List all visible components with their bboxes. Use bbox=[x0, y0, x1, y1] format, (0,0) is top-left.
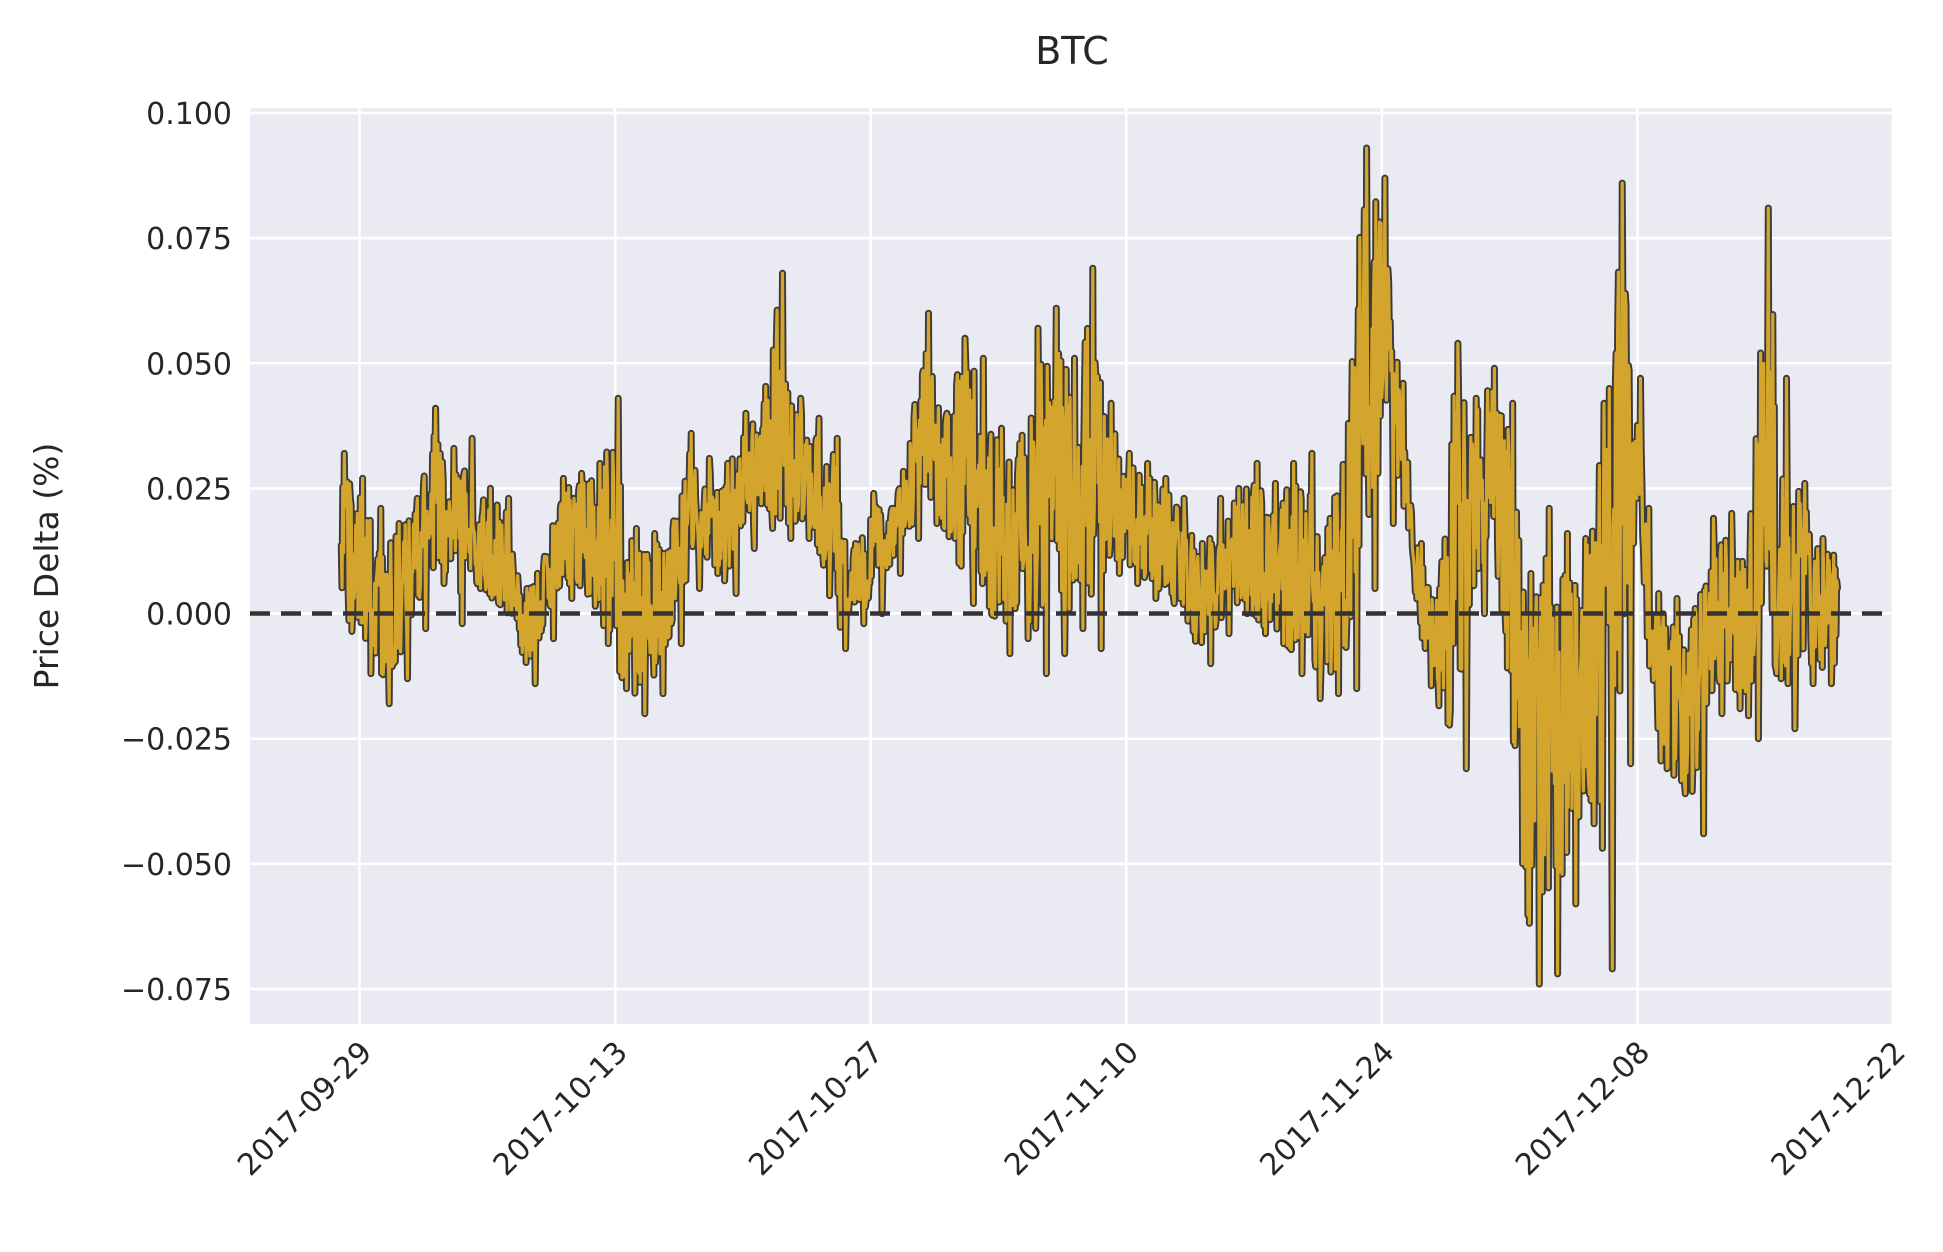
y-tick-labels: 0.100 0.075 0.050 0.025 0.000 −0.025 −0.050 −0.… bbox=[121, 97, 232, 1008]
x-tick-label: 2017-10-13 bbox=[487, 1035, 635, 1183]
y-tick-label: −0.025 bbox=[121, 723, 232, 758]
x-tick-label: 2017-09-29 bbox=[231, 1035, 379, 1183]
x-tick-label: 2017-10-27 bbox=[742, 1035, 890, 1183]
price-delta-series bbox=[337, 144, 1841, 988]
y-tick-label: −0.050 bbox=[121, 848, 232, 883]
x-tick-label: 2017-12-22 bbox=[1765, 1035, 1913, 1183]
y-tick-label: 0.000 bbox=[146, 598, 232, 633]
y-tick-label: 0.025 bbox=[146, 472, 232, 507]
y-tick-label: 0.100 bbox=[146, 97, 232, 132]
x-tick-label: 2017-12-08 bbox=[1509, 1035, 1657, 1183]
x-tick-labels: 2017-09-29 2017-10-13 2017-10-27 2017-11-10… bbox=[231, 1035, 1913, 1183]
series-line bbox=[339, 146, 1840, 986]
y-tick-label: −0.075 bbox=[121, 973, 232, 1008]
chart-title: BTC bbox=[1035, 29, 1109, 73]
y-axis-title: Price Delta (%) bbox=[27, 443, 66, 690]
x-tick-label: 2017-11-24 bbox=[1253, 1035, 1401, 1183]
x-tick-label: 2017-11-10 bbox=[998, 1035, 1146, 1183]
y-tick-label: 0.075 bbox=[146, 222, 232, 257]
y-tick-label: 0.050 bbox=[146, 347, 232, 382]
